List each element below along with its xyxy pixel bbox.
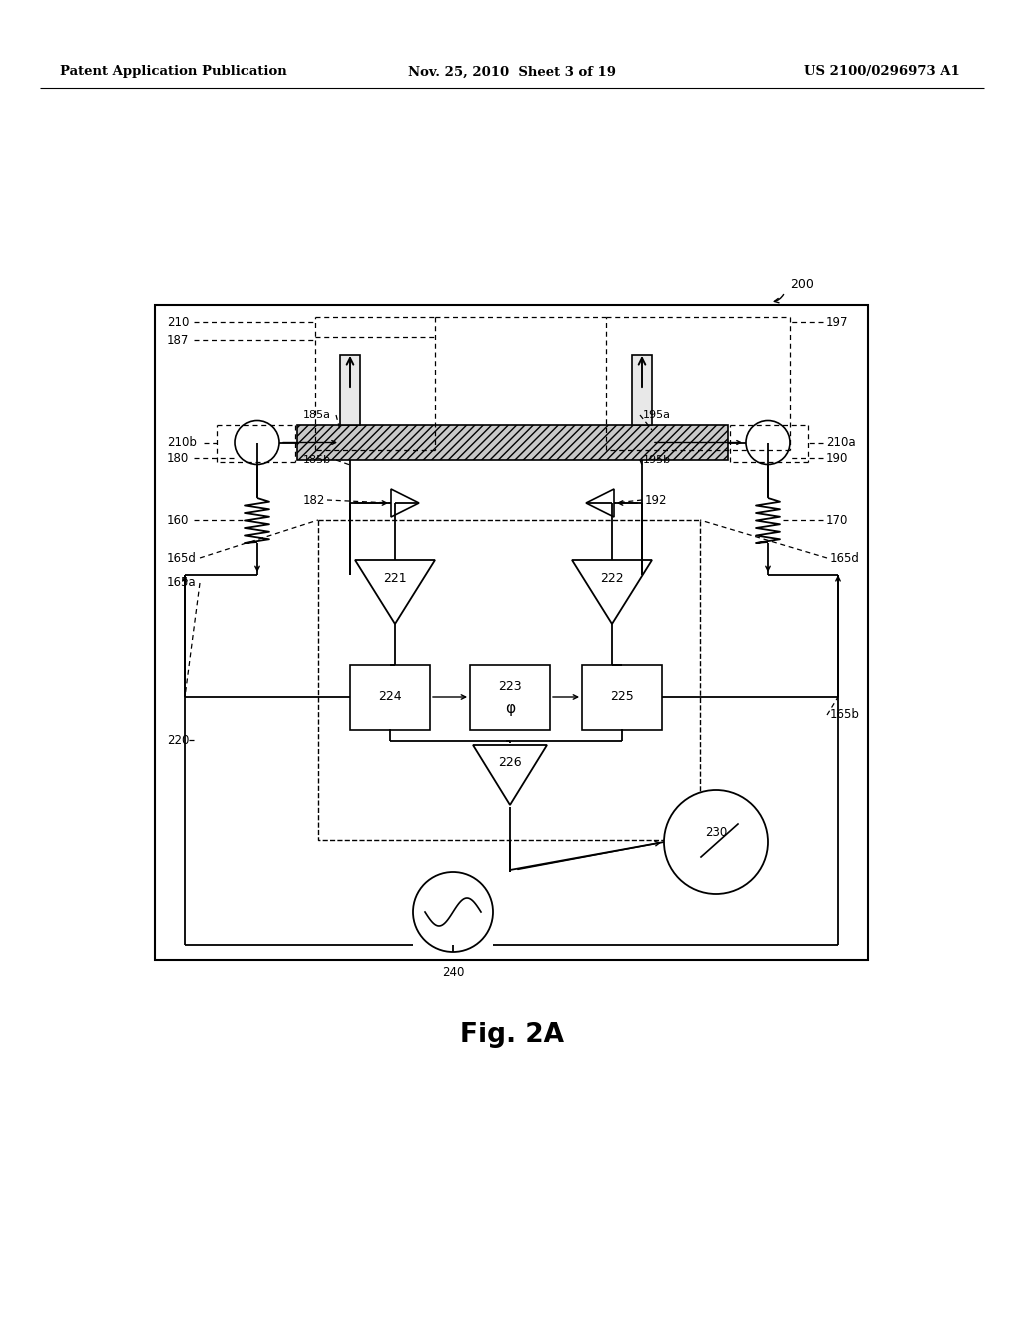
- Bar: [350, 665, 430, 730]
- Polygon shape: [572, 560, 652, 624]
- Text: 195b: 195b: [643, 455, 671, 465]
- Text: 223: 223: [499, 681, 522, 693]
- Text: Fig. 2A: Fig. 2A: [460, 1022, 564, 1048]
- Text: 230: 230: [705, 825, 727, 838]
- Text: 224: 224: [378, 690, 401, 704]
- Text: 197: 197: [826, 315, 849, 329]
- Text: 210a: 210a: [826, 437, 856, 450]
- Bar: [340, 355, 360, 425]
- Text: Nov. 25, 2010  Sheet 3 of 19: Nov. 25, 2010 Sheet 3 of 19: [408, 66, 616, 78]
- Text: 165b: 165b: [830, 709, 860, 722]
- Text: 221: 221: [383, 572, 407, 585]
- Bar: [297, 425, 728, 459]
- Text: 240: 240: [441, 965, 464, 978]
- Polygon shape: [473, 744, 547, 805]
- Bar: [155, 305, 868, 960]
- Text: 225: 225: [610, 690, 634, 704]
- Polygon shape: [391, 488, 419, 517]
- Bar: [318, 520, 700, 840]
- Circle shape: [664, 789, 768, 894]
- Polygon shape: [586, 488, 614, 517]
- Polygon shape: [355, 560, 435, 624]
- Text: 165d: 165d: [830, 552, 860, 565]
- Circle shape: [234, 421, 279, 465]
- Text: 195a: 195a: [643, 411, 671, 420]
- Text: 210: 210: [167, 315, 189, 329]
- Text: 185b: 185b: [303, 455, 331, 465]
- Text: 190: 190: [826, 451, 848, 465]
- Bar: [582, 665, 662, 730]
- Text: 185a: 185a: [303, 411, 331, 420]
- Text: 222: 222: [600, 572, 624, 585]
- Text: 182: 182: [303, 494, 326, 507]
- Text: US 2100/0296973 A1: US 2100/0296973 A1: [804, 66, 961, 78]
- Circle shape: [746, 421, 790, 465]
- Text: 170: 170: [826, 513, 848, 527]
- Text: 180: 180: [167, 451, 189, 465]
- Text: Patent Application Publication: Patent Application Publication: [60, 66, 287, 78]
- Text: 160: 160: [167, 513, 189, 527]
- Text: 187: 187: [167, 334, 189, 346]
- Bar: [632, 355, 652, 425]
- Circle shape: [413, 873, 493, 952]
- Text: φ: φ: [505, 701, 515, 717]
- Text: 192: 192: [645, 494, 668, 507]
- Text: 165d: 165d: [167, 552, 197, 565]
- Text: 200: 200: [790, 279, 814, 292]
- Text: 220: 220: [167, 734, 189, 747]
- Text: 210b: 210b: [167, 437, 197, 450]
- Text: 226: 226: [499, 756, 522, 770]
- Text: 165a: 165a: [167, 577, 197, 590]
- Bar: [470, 665, 550, 730]
